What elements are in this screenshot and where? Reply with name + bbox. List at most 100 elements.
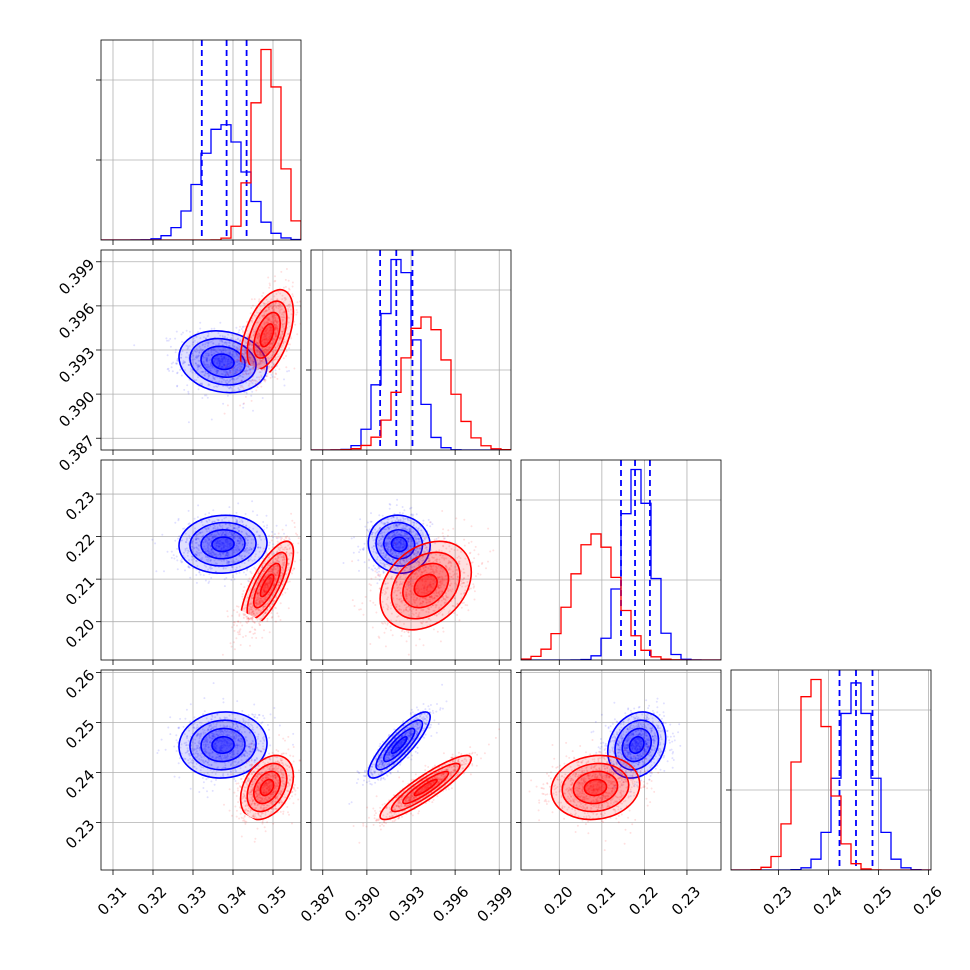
scatter-point xyxy=(276,321,279,324)
scatter-point xyxy=(248,358,251,361)
scatter-point xyxy=(224,360,227,363)
scatter-point xyxy=(389,538,392,541)
scatter-point xyxy=(432,582,435,585)
scatter-point xyxy=(260,340,263,343)
scatter-point xyxy=(180,561,183,564)
scatter-point xyxy=(260,350,263,353)
scatter-point xyxy=(257,346,260,349)
scatter-point xyxy=(415,555,418,558)
scatter-point xyxy=(261,358,264,361)
scatter-point xyxy=(231,543,234,546)
scatter-point xyxy=(229,369,232,372)
scatter-point xyxy=(216,370,219,373)
scatter-point xyxy=(285,268,288,270)
scatter-point xyxy=(227,540,230,543)
scatter-point xyxy=(166,339,168,342)
scatter-point xyxy=(255,384,258,387)
scatter-point xyxy=(379,544,382,547)
scatter-point xyxy=(276,355,279,358)
scatter-point xyxy=(223,364,226,367)
scatter-point xyxy=(385,569,388,572)
scatter-point xyxy=(252,409,254,412)
scatter-point xyxy=(401,506,404,508)
scatter-point xyxy=(248,603,251,606)
scatter-point xyxy=(397,547,400,550)
scatter-point xyxy=(271,375,274,378)
scatter-point xyxy=(236,547,239,550)
scatter-point xyxy=(404,561,407,564)
scatter-point xyxy=(264,604,267,607)
scatter-point xyxy=(417,564,420,567)
scatter-point xyxy=(280,270,283,273)
scatter-point xyxy=(278,336,281,339)
scatter-point xyxy=(251,378,254,381)
scatter-point xyxy=(395,524,398,527)
scatter-point xyxy=(252,362,255,365)
scatter-point xyxy=(270,320,273,323)
scatter-point xyxy=(435,571,438,574)
scatter-point xyxy=(184,549,187,552)
scatter-point xyxy=(255,349,258,352)
scatter-point xyxy=(193,349,196,352)
scatter-point xyxy=(409,538,412,541)
scatter-point xyxy=(194,527,196,530)
scatter-point xyxy=(185,547,188,550)
scatter-point xyxy=(238,540,241,542)
scatter-point xyxy=(403,559,406,562)
scatter-point xyxy=(409,589,412,592)
scatter-point xyxy=(207,543,210,546)
scatter-point xyxy=(269,580,272,583)
scatter-point xyxy=(220,372,223,375)
scatter-point xyxy=(207,539,210,542)
scatter-point xyxy=(274,304,276,306)
scatter-point xyxy=(396,555,399,557)
scatter-point xyxy=(275,574,278,577)
scatter-point xyxy=(214,520,216,523)
scatter-point xyxy=(224,380,227,382)
scatter-point xyxy=(251,358,254,361)
scatter-point xyxy=(251,343,254,346)
scatter-point xyxy=(389,629,392,632)
scatter-point xyxy=(173,557,176,560)
scatter-point xyxy=(261,566,263,568)
scatter-point xyxy=(246,539,249,542)
scatter-point xyxy=(229,352,231,355)
scatter-point xyxy=(407,540,410,543)
scatter-point xyxy=(414,572,417,575)
scatter-point xyxy=(238,614,241,617)
scatter-point xyxy=(216,357,219,360)
scatter-point xyxy=(270,343,273,346)
scatter-point xyxy=(247,618,250,621)
scatter-point xyxy=(181,539,184,542)
scatter-point xyxy=(205,359,208,361)
scatter-point xyxy=(390,569,393,572)
scatter-point xyxy=(270,329,273,332)
scatter-point xyxy=(210,547,213,550)
scatter-point xyxy=(207,342,210,345)
scatter-point xyxy=(241,361,244,364)
scatter-point xyxy=(219,543,222,546)
scatter-point xyxy=(193,517,196,520)
scatter-point xyxy=(440,592,443,595)
scatter-point xyxy=(257,346,260,349)
scatter-point xyxy=(197,538,200,540)
scatter-point xyxy=(283,316,286,319)
scatter-point xyxy=(404,517,407,520)
scatter-point xyxy=(284,285,287,288)
scatter-point xyxy=(257,363,260,366)
scatter-point xyxy=(275,574,277,577)
histogram-series_b xyxy=(101,48,301,240)
scatter-point xyxy=(421,571,424,574)
scatter-point xyxy=(210,539,213,542)
scatter-point xyxy=(379,526,381,529)
scatter-point xyxy=(210,348,213,351)
scatter-point xyxy=(187,364,190,366)
scatter-point xyxy=(400,530,403,533)
scatter-point xyxy=(254,614,257,617)
scatter-point xyxy=(273,599,276,602)
scatter-point xyxy=(273,280,276,283)
scatter-point xyxy=(238,549,241,552)
scatter-point xyxy=(291,569,294,572)
scatter-point xyxy=(256,335,259,338)
scatter-point xyxy=(230,544,233,547)
